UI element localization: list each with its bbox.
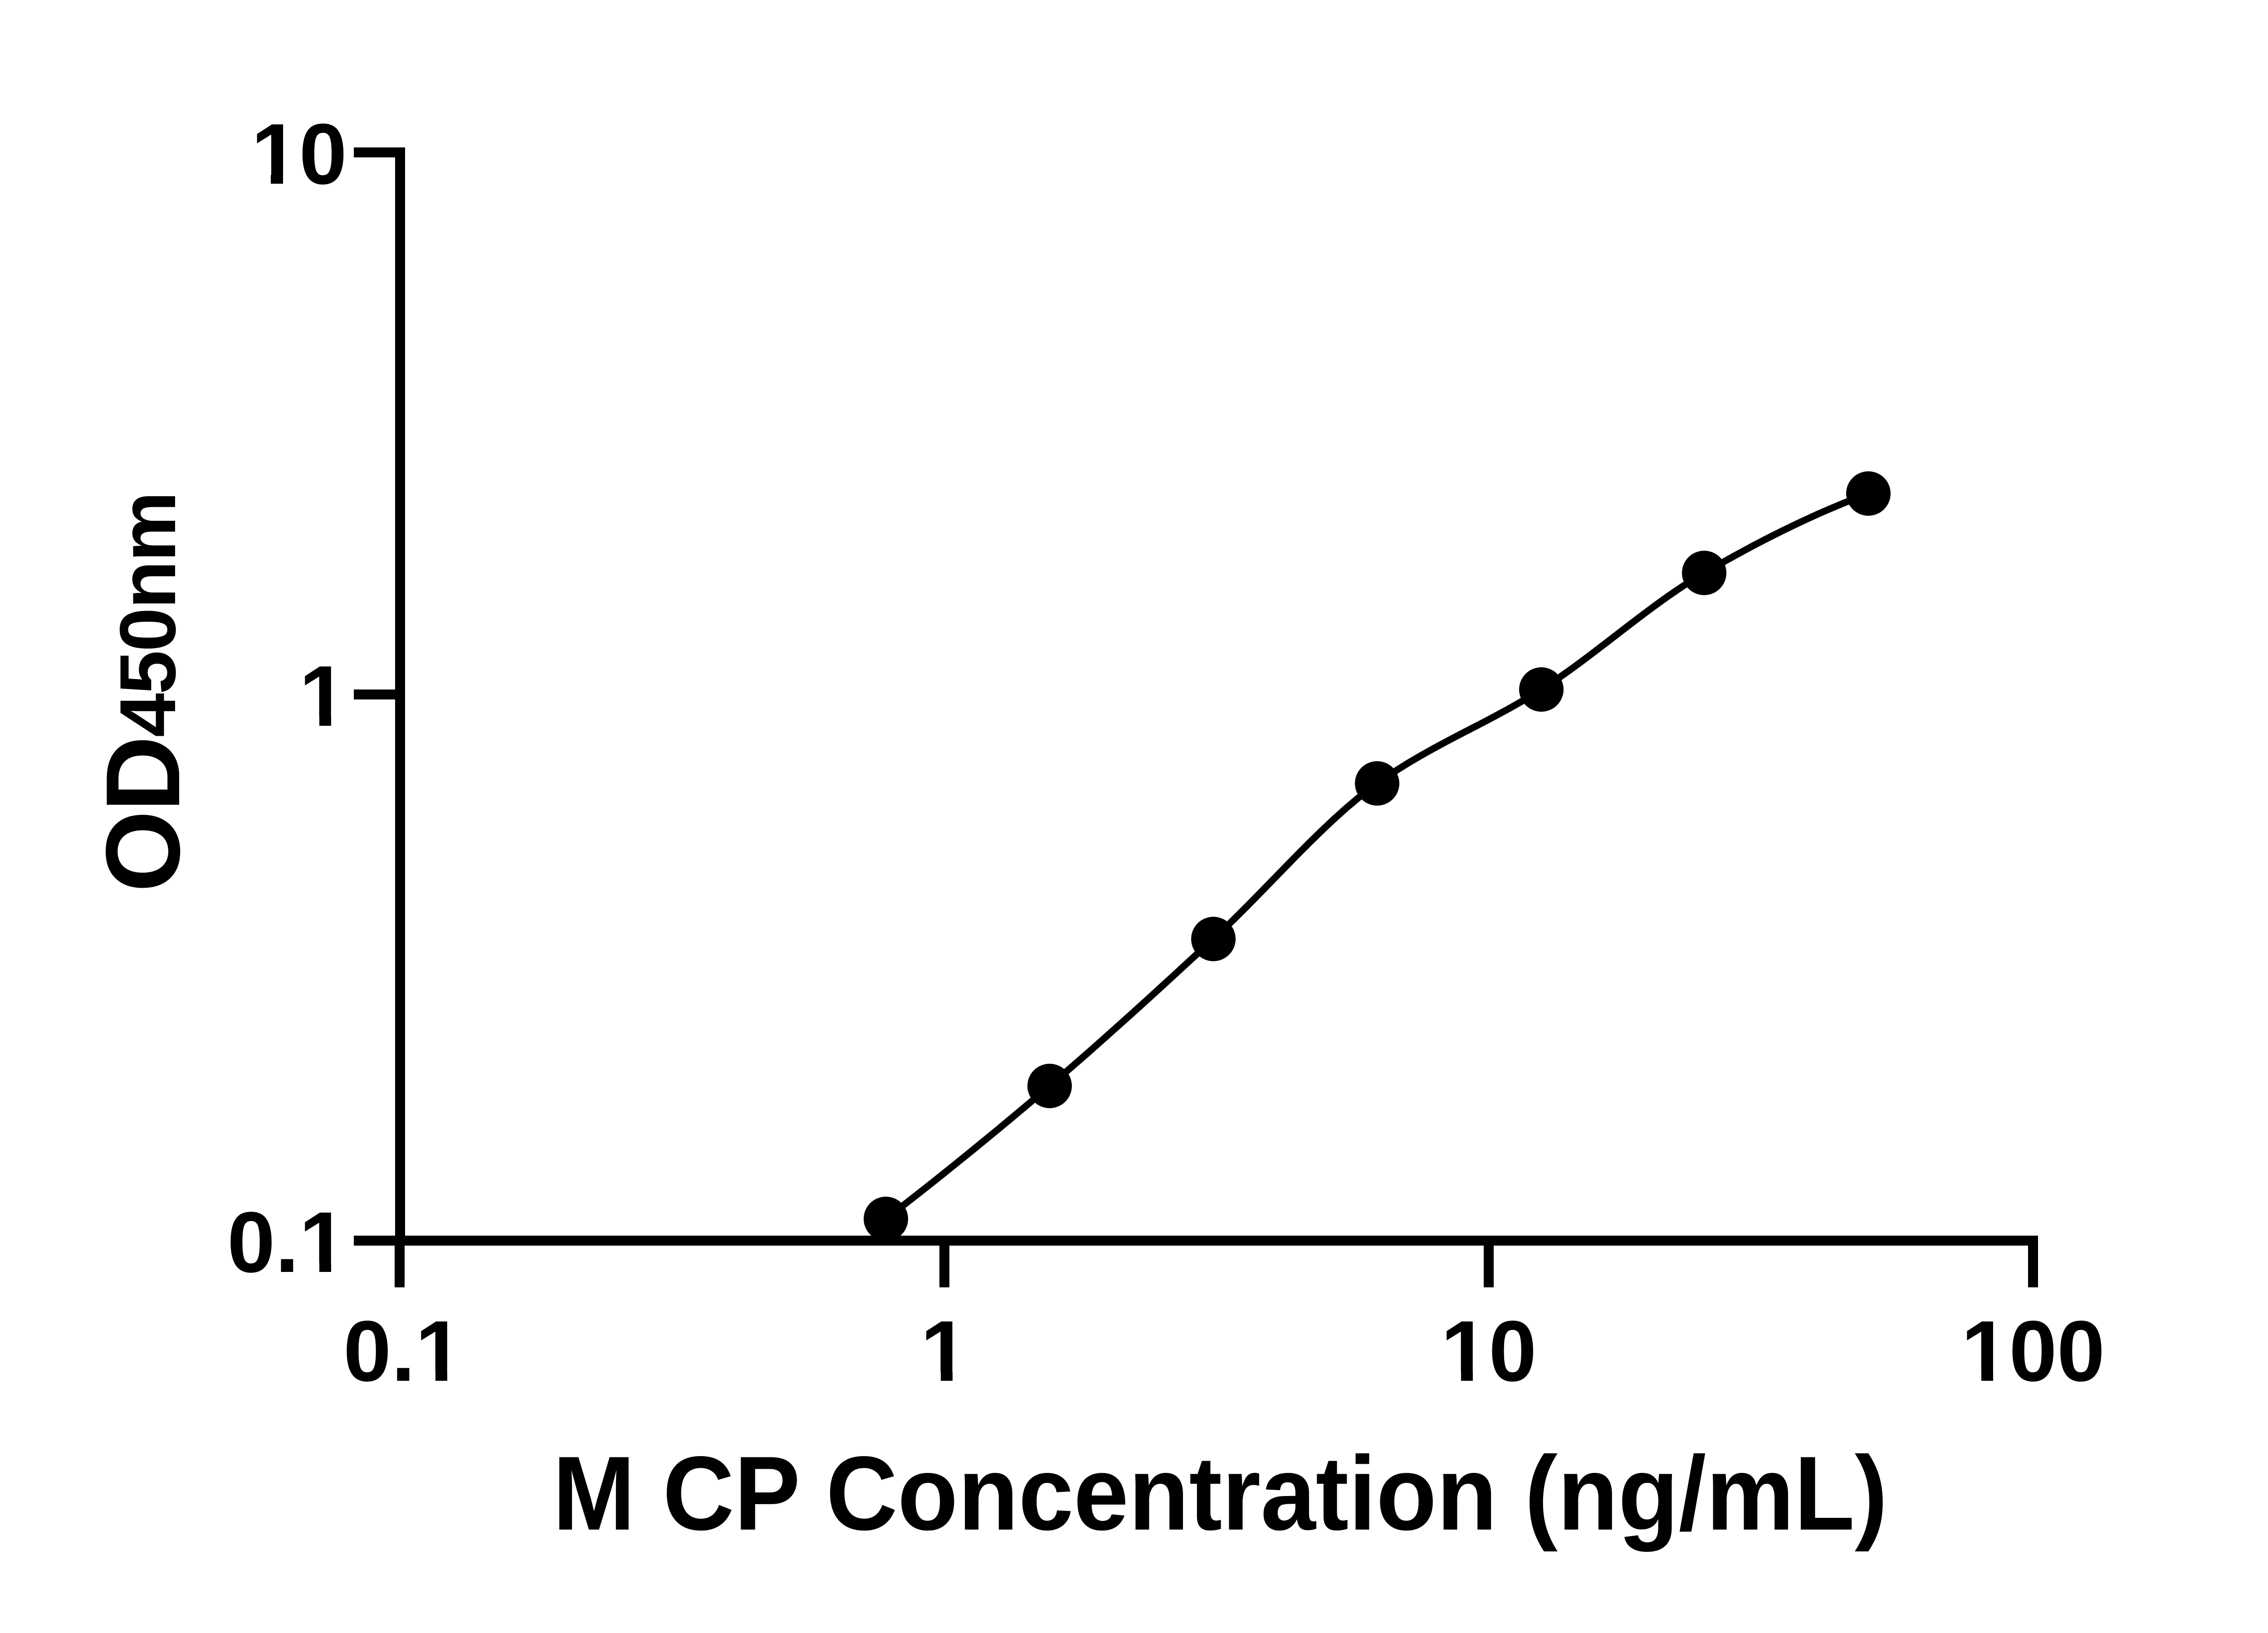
svg-text:0.1: 0.1 xyxy=(343,1303,463,1399)
svg-text:10: 10 xyxy=(1441,1303,1536,1399)
svg-text:10: 10 xyxy=(251,106,347,202)
svg-text:100: 100 xyxy=(1961,1303,2105,1399)
svg-text:M CP Concentration (ng/mL): M CP Concentration (ng/mL) xyxy=(553,1435,1888,1552)
svg-text:OD450nm: OD450nm xyxy=(84,491,202,892)
svg-text:1: 1 xyxy=(299,648,347,744)
svg-text:1: 1 xyxy=(920,1303,968,1399)
svg-text:0.1: 0.1 xyxy=(227,1194,347,1291)
